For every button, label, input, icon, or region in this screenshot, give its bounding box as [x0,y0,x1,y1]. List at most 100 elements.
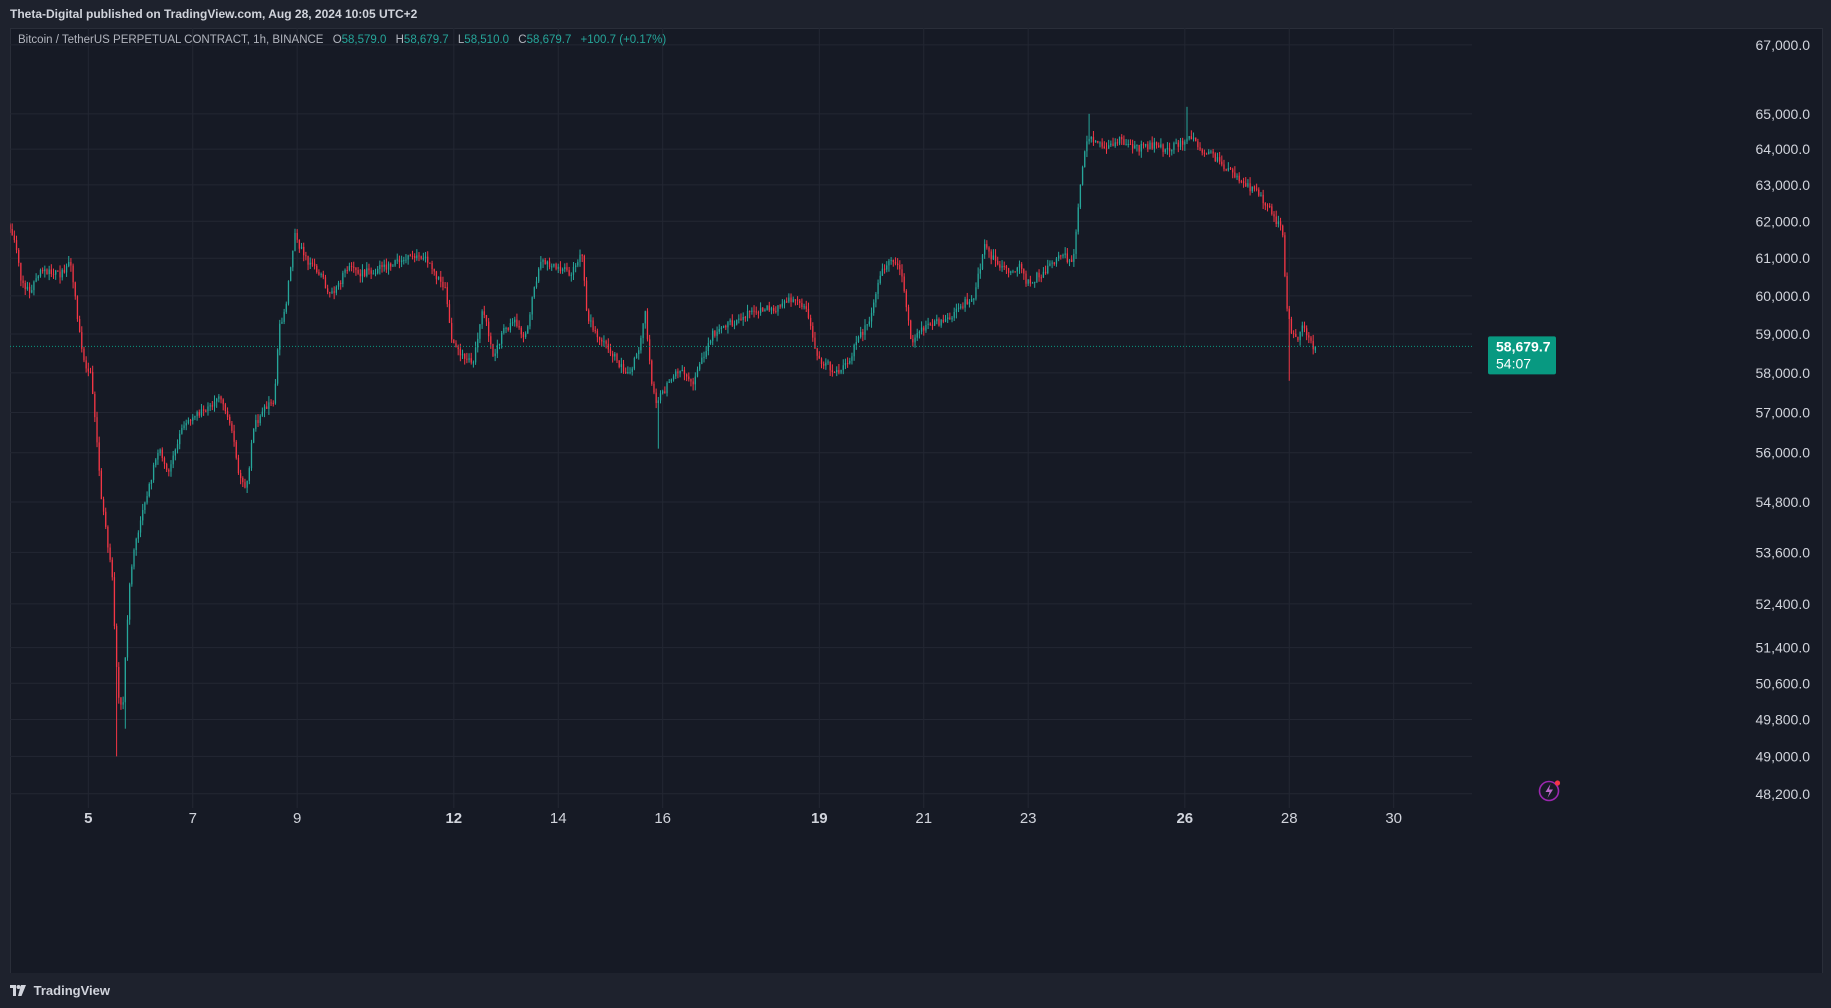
candle-body [561,268,564,272]
candle-body [403,260,405,262]
candle-body [553,264,555,267]
candle-body [640,338,642,351]
candle-body [242,478,244,483]
candle-body [1181,140,1184,145]
candle-body [896,263,899,265]
low-label: L [457,34,465,46]
candle-body [846,362,849,364]
candle-body [1173,142,1175,150]
candle-body [274,383,277,404]
candle-body [1299,331,1301,341]
candle-body [1160,144,1162,148]
candle-body [416,255,418,259]
candle-body [944,318,947,322]
candle-body [1221,161,1223,165]
candle-body [827,361,829,363]
tradingview-brand[interactable]: TradingView [33,983,110,998]
candle-body [266,406,268,409]
candle-body [414,256,416,259]
candle-body [85,360,87,369]
candle-body [679,370,681,374]
candle-body [540,261,542,269]
candle-body [440,276,442,282]
candle-body [1158,145,1160,148]
candle-body [794,299,797,301]
candle-body [712,330,714,341]
candle-body [544,259,546,265]
candle-body [172,455,174,465]
candle-body [20,262,22,281]
time-tick-label: 19 [811,810,828,827]
candle-body [509,323,512,330]
high-value: 58,679.7 [403,34,449,46]
candle-body [559,266,562,272]
candle-body [535,281,538,288]
candle-body [842,365,844,370]
candle-body [1225,169,1227,171]
candle-body [659,393,662,401]
candle-body [1264,203,1266,206]
candle-body [1053,262,1055,264]
candle-body [1123,139,1125,145]
candle-body [731,320,733,326]
candle-body [955,308,958,313]
candle-body [63,269,66,273]
candle-body [1018,263,1021,268]
candle-body [26,286,29,290]
candle-body [196,412,198,417]
candle-body [1060,255,1062,257]
candle-body [135,538,137,550]
candle-body [346,270,348,272]
candle-body [862,331,864,335]
candle-body [411,255,414,257]
candle-body [113,577,116,627]
candle-body [311,262,314,264]
price-axis[interactable]: 48,200.0 49,000.0 49,800.0 50,600.0 51,400.0… [1756,37,1811,802]
candle-body [938,319,940,326]
candle-body [329,292,331,294]
candle-body [474,347,477,363]
candle-body [450,322,453,340]
candle-body [170,464,172,472]
symbol-title[interactable]: Bitcoin / TetherUS PERPETUAL CONTRACT, 1… [18,34,324,46]
candle-body [139,520,142,533]
candle-body [605,341,607,344]
candle-body [433,269,435,272]
candlestick-chart[interactable]: 48,200.0 49,000.0 49,800.0 50,600.0 51,400.0… [10,28,1821,973]
candle-body [229,416,231,424]
candle-body [1155,142,1158,146]
candle-body [268,402,270,409]
candle-body [1251,186,1253,192]
candle-body [342,272,344,284]
tradingview-logo-icon[interactable] [10,983,30,998]
candle-body [616,353,618,361]
candle-body [653,383,655,393]
lightning-alert-icon[interactable] [1538,780,1561,802]
candle-body [651,360,653,384]
candle-body [772,307,775,312]
candle-body [735,319,738,325]
candle-body [490,336,492,345]
time-tick-label: 21 [915,810,932,827]
candle-body [1034,281,1036,283]
candle-body [59,271,61,278]
price-tick-label: 51,400.0 [1756,640,1811,656]
price-tick-label: 56,000.0 [1756,445,1811,461]
candle-body [505,327,507,329]
candle-body [87,368,89,372]
candle-body [520,327,522,335]
candle-body [779,305,781,307]
candle-body [192,417,194,421]
candle-body [951,317,953,320]
candle-body [916,333,918,338]
candle-body [235,441,237,458]
candle-body [81,332,83,349]
candle-body [868,321,871,325]
candle-body [622,364,625,372]
time-axis[interactable]: 5 7 9 12 14 16 19 21 23 26 28 30 [84,810,1402,827]
candle-body [344,270,346,273]
publisher-header: Theta-Digital published on TradingView.c… [0,0,1831,28]
candle-body [529,314,531,327]
candle-body [670,379,673,382]
candle-body [892,259,894,262]
